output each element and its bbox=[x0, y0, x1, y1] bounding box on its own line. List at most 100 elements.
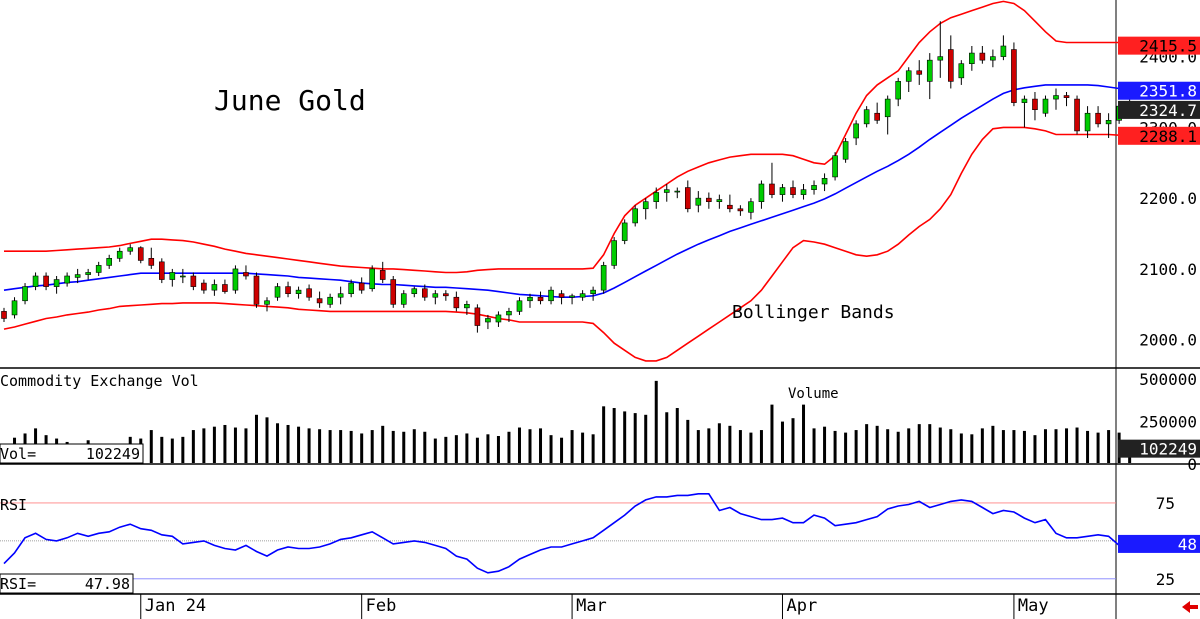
candle-body bbox=[958, 63, 965, 79]
scroll-left-arrow-icon[interactable] bbox=[1182, 601, 1198, 613]
volume-bar bbox=[728, 425, 732, 463]
candle bbox=[811, 180, 817, 195]
candle bbox=[527, 293, 533, 308]
volume-bar bbox=[465, 433, 469, 463]
volume-bar bbox=[349, 430, 353, 463]
candle-body bbox=[106, 258, 112, 266]
upper-band-tag-bg bbox=[1118, 36, 1200, 55]
lower-band-tag: 2288.1 bbox=[1118, 126, 1200, 146]
volume-bar bbox=[633, 413, 637, 463]
candle bbox=[506, 307, 512, 322]
volume-tick-label: 250000 bbox=[1139, 413, 1197, 432]
candle-body bbox=[253, 275, 260, 305]
candle-body bbox=[148, 258, 155, 266]
volume-tag-bg bbox=[1118, 439, 1200, 458]
volume-bar bbox=[276, 423, 280, 463]
candle bbox=[1032, 92, 1038, 121]
candle bbox=[159, 258, 165, 284]
candle-body bbox=[821, 178, 828, 185]
candle-body bbox=[1021, 98, 1028, 103]
volume-bar bbox=[686, 419, 690, 463]
candle-body bbox=[1095, 112, 1101, 125]
x-tick-label: Apr bbox=[786, 596, 817, 616]
rsi-readout-label: RSI= bbox=[0, 575, 36, 593]
bollinger-annotation: Bollinger Bands bbox=[732, 302, 895, 323]
candle-body bbox=[548, 289, 554, 302]
candle-body bbox=[400, 293, 407, 305]
candle bbox=[663, 184, 670, 202]
volume-bar bbox=[917, 424, 921, 463]
candle bbox=[337, 286, 344, 305]
volume-bar bbox=[539, 428, 543, 463]
candle bbox=[863, 106, 870, 128]
candle-body bbox=[800, 189, 807, 195]
candle bbox=[443, 290, 449, 301]
candle bbox=[316, 291, 323, 308]
volume-tag: 102249 bbox=[1118, 439, 1200, 459]
volume-bar bbox=[770, 404, 774, 463]
candle bbox=[758, 180, 765, 209]
candle bbox=[285, 281, 291, 298]
volume-bar bbox=[391, 430, 395, 463]
candle bbox=[453, 291, 460, 312]
chart-title: June Gold bbox=[214, 84, 366, 117]
candle-body bbox=[769, 183, 775, 195]
volume-bar bbox=[802, 404, 806, 463]
upper-band-tag-label: 2415.5 bbox=[1139, 37, 1197, 56]
candle-body bbox=[43, 275, 49, 287]
rsi-panel-title: RSI bbox=[0, 496, 27, 514]
candle bbox=[474, 304, 481, 333]
candle bbox=[632, 205, 639, 227]
volume-bar bbox=[623, 411, 627, 463]
candle bbox=[127, 244, 134, 255]
candle-body bbox=[727, 204, 733, 210]
upper-band-line bbox=[4, 0, 1130, 274]
candle bbox=[53, 276, 60, 294]
volume-bar bbox=[233, 427, 237, 463]
candle bbox=[516, 297, 523, 315]
candle-body bbox=[758, 183, 765, 202]
candle bbox=[22, 283, 28, 305]
candle bbox=[642, 198, 649, 220]
candle-body bbox=[358, 282, 365, 291]
candle bbox=[264, 297, 270, 312]
candle-body bbox=[53, 279, 60, 287]
candle bbox=[74, 268, 81, 284]
candle bbox=[1011, 42, 1017, 107]
volume-bar bbox=[286, 424, 290, 463]
candle-body bbox=[611, 240, 617, 266]
candle bbox=[495, 311, 502, 327]
mid-band-tag: 2351.8 bbox=[1118, 81, 1200, 101]
candle-body bbox=[653, 192, 660, 202]
volume-bar bbox=[297, 426, 301, 463]
candle bbox=[180, 268, 186, 284]
volume-bar bbox=[665, 412, 669, 463]
candle bbox=[348, 279, 354, 298]
volume-bar bbox=[475, 437, 479, 463]
candle bbox=[232, 265, 239, 294]
volume-bar bbox=[170, 438, 174, 463]
candle-body bbox=[211, 284, 218, 291]
candle-body bbox=[811, 185, 817, 190]
candle bbox=[926, 53, 933, 100]
volume-bar bbox=[402, 431, 406, 463]
volume-bar bbox=[612, 408, 616, 463]
price-tick-label: 2100.0 bbox=[1139, 260, 1197, 279]
rsi-readout-box bbox=[0, 573, 134, 594]
bollinger-bands bbox=[3, 0, 1130, 362]
candle bbox=[611, 237, 617, 269]
candle-body bbox=[390, 279, 397, 305]
candle-body bbox=[1032, 98, 1038, 110]
candle bbox=[706, 192, 712, 209]
volume-bar bbox=[149, 430, 153, 463]
price-candles bbox=[1, 21, 1133, 333]
candle bbox=[558, 290, 565, 305]
candle bbox=[621, 219, 628, 245]
volume-bar bbox=[370, 430, 374, 463]
rsi-tag-bg bbox=[1118, 534, 1200, 553]
volume-bar bbox=[823, 426, 827, 463]
candle-body bbox=[790, 187, 796, 195]
volume-bar bbox=[191, 430, 195, 463]
rsi-line bbox=[3, 492, 1162, 574]
